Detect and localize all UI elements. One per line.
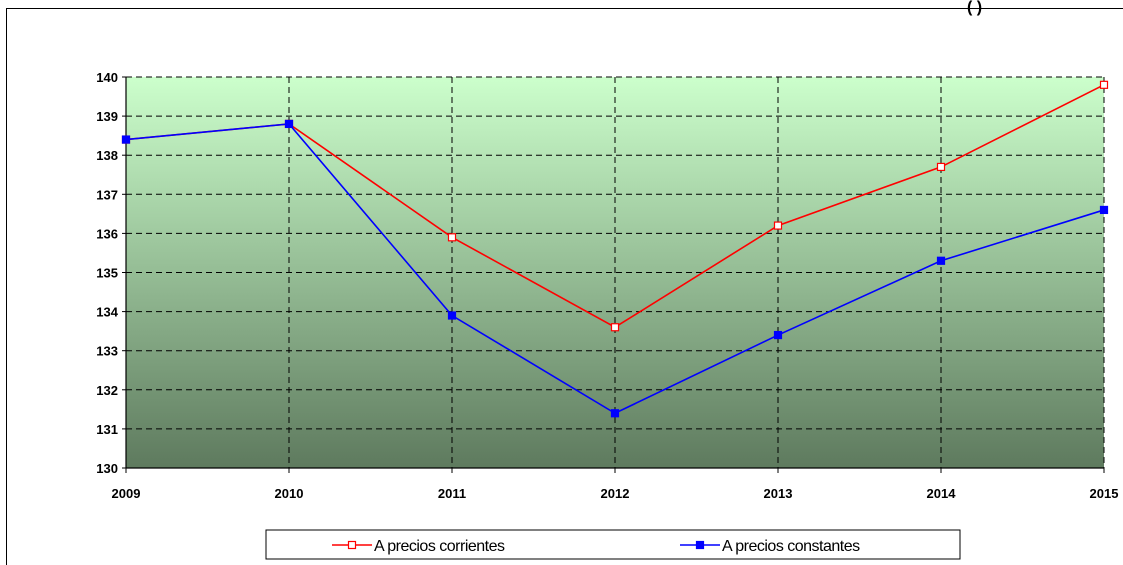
legend-box	[265, 529, 961, 560]
legend-swatch-marker	[695, 540, 705, 550]
legend-label: A precios corrientes	[374, 538, 505, 555]
chart-frame: ( )	[6, 0, 1123, 565]
y-tick-label: 136	[96, 226, 118, 241]
series-2-point	[447, 311, 457, 320]
series-1-point	[773, 221, 783, 230]
series-2-point	[936, 256, 946, 265]
series-2-point	[284, 119, 294, 129]
y-tick-label: 137	[96, 187, 118, 202]
y-tick-label: 134	[96, 305, 118, 320]
y-tick-label: 133	[96, 344, 118, 359]
x-tick-label: 2009	[112, 486, 141, 501]
series-2-point	[1099, 205, 1109, 215]
series-1-point	[936, 162, 946, 172]
y-tick-label: 131	[96, 422, 118, 437]
series-1-point	[447, 233, 457, 242]
legend-swatch-marker	[347, 540, 357, 550]
legend-label: A precios constantes	[722, 538, 860, 555]
series-1-point	[610, 323, 620, 332]
y-tick-label: 138	[96, 148, 118, 163]
x-tick-label: 2014	[927, 486, 957, 501]
corner-text: ( )	[967, 0, 983, 16]
series-1-point	[1099, 80, 1109, 89]
y-tick-label: 140	[96, 70, 118, 85]
series-2-point	[121, 135, 131, 144]
x-tick-label: 2010	[275, 486, 304, 501]
series-2-point	[610, 409, 620, 418]
y-tick-label: 130	[96, 461, 118, 476]
y-tick-label: 139	[96, 109, 118, 124]
x-tick-label: 2012	[601, 486, 630, 501]
x-tick-label: 2013	[764, 486, 793, 501]
y-tick-label: 132	[96, 383, 118, 398]
x-tick-label: 2015	[1090, 486, 1119, 501]
x-tick-label: 2011	[438, 486, 466, 501]
y-tick-label: 135	[96, 266, 118, 281]
series-2-point	[773, 330, 783, 340]
